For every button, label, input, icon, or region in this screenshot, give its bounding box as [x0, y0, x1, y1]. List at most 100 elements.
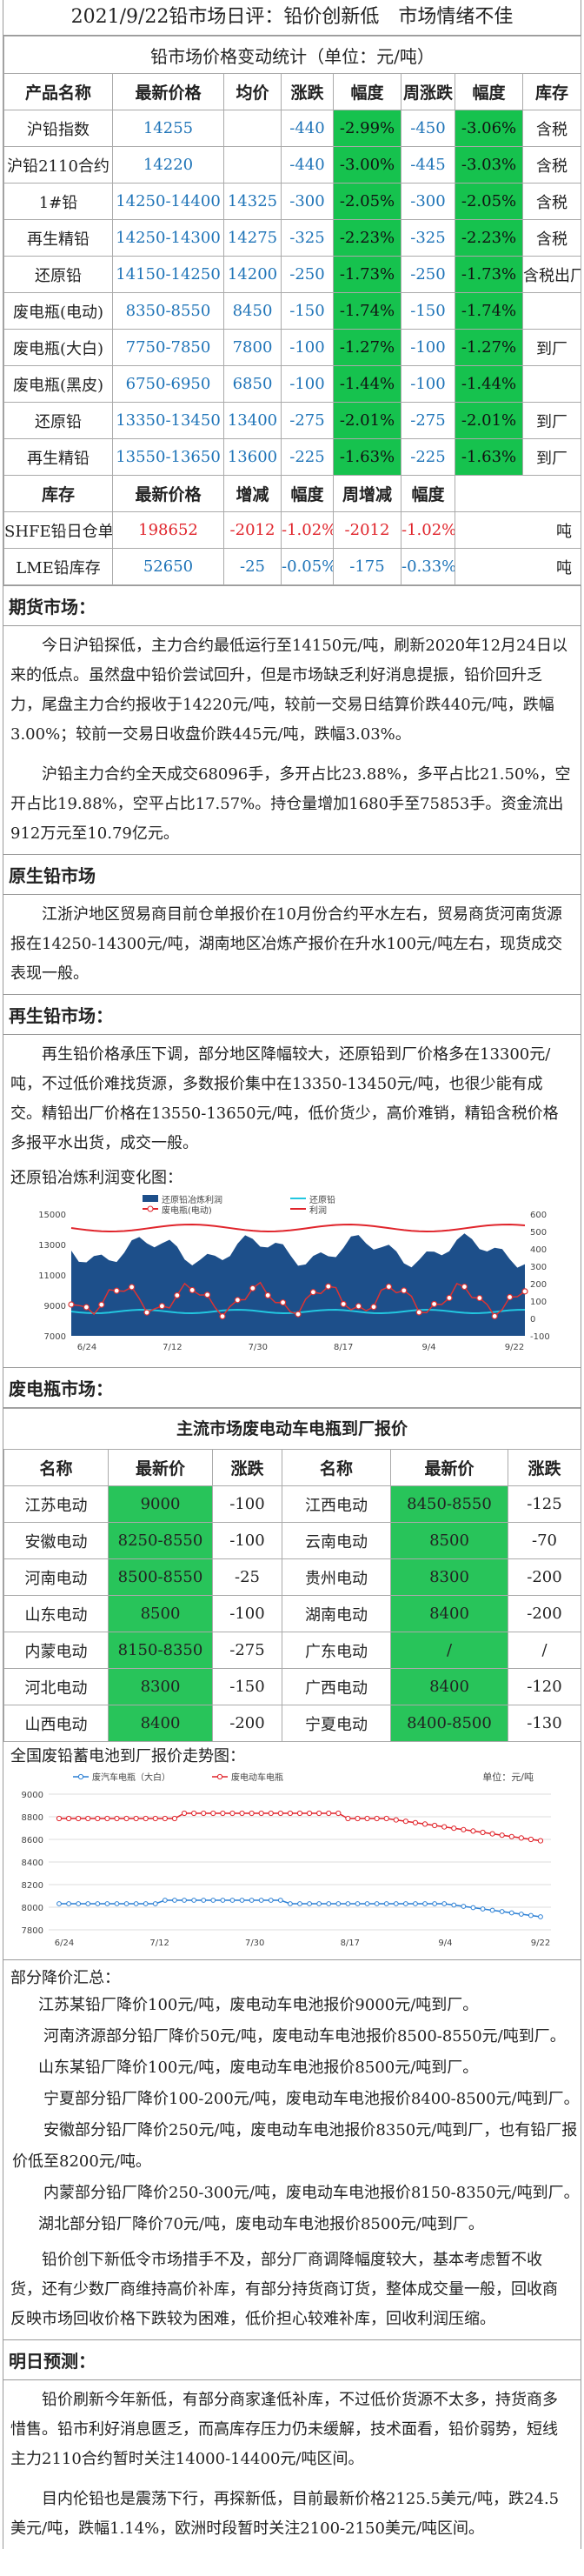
week-change-percent: -1.63%: [455, 438, 523, 476]
recycled-section-title: 再生铅市场：: [3, 994, 581, 1035]
y-left-tick: 13000: [38, 1241, 66, 1251]
profit-point: [446, 1294, 453, 1301]
market-change: -200: [508, 1595, 581, 1632]
car-battery-point: [393, 1901, 399, 1906]
ev-battery-point: [432, 1822, 438, 1829]
x-tick: 6/24: [55, 1939, 74, 1948]
note: 到厂: [522, 329, 581, 366]
car-battery-point: [316, 1901, 322, 1906]
inventory-row: SHFE铅日仓单 198652 -2012 -1.02% -2012 -1.02% 吨: [3, 511, 581, 549]
ev-battery-point: [76, 1815, 82, 1822]
price-row: 废电瓶(黑皮) 6750-6950 6850 -100 -1.44% -100 -1.44%: [3, 365, 581, 403]
week-change-percent: -1.44%: [455, 365, 523, 403]
ev-battery-point: [345, 1815, 351, 1822]
x-tick: 7/12: [149, 1939, 169, 1948]
chart-unit: 单位：元/吨: [482, 1771, 534, 1783]
ev-battery-point: [210, 1810, 216, 1817]
ev-battery-point: [335, 1810, 342, 1817]
ev-battery-point: [402, 1819, 408, 1825]
change-percent: -3.00%: [333, 146, 402, 184]
week-change: -325: [401, 219, 455, 257]
profit-point: [143, 1309, 150, 1316]
ev-battery-point: [287, 1810, 294, 1817]
cut-item: 江苏某铅厂降价100元/吨，废电动车电池报价9000元/吨到厂。: [38, 1996, 479, 2014]
ev-battery-point: [277, 1810, 283, 1817]
market-change: -120: [508, 1668, 581, 1705]
cut-item: 山东某铅厂降价100元/吨，废电动车电池报价8500元/吨到厂。: [38, 2059, 479, 2077]
ev-battery-point: [133, 1815, 139, 1822]
ev-battery-point: [65, 1815, 72, 1822]
market-price: 8400: [390, 1668, 508, 1705]
ev-battery-point: [412, 1819, 419, 1825]
market-price: 8300: [390, 1558, 508, 1596]
scrap-row: 河南电动 8500-8550 -25 贵州电动 8300 -200: [3, 1558, 581, 1596]
car-battery-point: [258, 1898, 264, 1903]
car-battery-point: [162, 1898, 168, 1903]
price-row: 还原铅 13350-13450 13400 -275 -2.01% -275 -2.01% 到…: [3, 402, 581, 439]
scrap-row: 江苏电动 9000 -100 江西电动 8450-8550 -125: [3, 1485, 581, 1523]
ev-battery-point: [249, 1810, 255, 1817]
cut-item: 安徽部分铅厂降价250元/吨，废电动车电池报价8350元/吨到厂，也有铅厂报价低…: [12, 2121, 578, 2171]
y-tick: 8000: [22, 1904, 43, 1913]
futures-section-title: 期货市场：: [3, 585, 581, 626]
market-name: 云南电动: [282, 1522, 391, 1559]
y-tick: 8400: [22, 1859, 43, 1868]
product-name: 废电瓶(大白): [3, 329, 113, 366]
market-price: 8500-8550: [108, 1558, 213, 1596]
car-battery-point: [210, 1898, 216, 1903]
column-header: 幅度: [333, 73, 402, 110]
car-battery-point: [123, 1901, 129, 1906]
profit-point: [309, 1289, 316, 1296]
scrap-table: 名称 最新价 涨跌 名称 最新价 涨跌 江苏电动 9000 -100 江西电动 8450-8550…: [3, 1449, 581, 1742]
inventory-header: [455, 475, 581, 512]
market-change: -150: [212, 1668, 282, 1705]
product-name: 废电瓶(电动): [3, 292, 113, 330]
week-change-percent: -1.74%: [455, 292, 523, 330]
car-battery-point: [432, 1901, 438, 1906]
market-name: 河北电动: [3, 1668, 109, 1705]
market-change: /: [508, 1632, 581, 1669]
market-price: 8450-8550: [390, 1485, 508, 1523]
car-battery-point: [364, 1901, 370, 1906]
car-battery-point: [249, 1898, 255, 1903]
scrap-row: 安徽电动 8250-8550 -100 云南电动 8500 -70: [3, 1522, 581, 1559]
inventory-header: 幅度: [401, 475, 455, 512]
car-battery-point: [451, 1902, 457, 1908]
car-battery-point: [326, 1901, 332, 1906]
ev-battery-point: [152, 1815, 158, 1822]
ev-battery-point: [518, 1835, 524, 1841]
y-tick: 7800: [22, 1926, 43, 1936]
legend-label: 废电瓶(电动): [162, 1205, 212, 1216]
x-tick: 9/4: [438, 1939, 452, 1948]
profit-point: [98, 1301, 105, 1308]
ev-battery-point: [528, 1836, 534, 1843]
price-row: 沪铅2110合约 14220 -440 -3.00% -445 -3.03% 含税: [3, 146, 581, 184]
change: -440: [281, 146, 334, 184]
ev-battery-point: [508, 1833, 514, 1839]
product-name: 废电瓶(黑皮): [3, 365, 113, 403]
profit-point: [461, 1283, 468, 1291]
note: 含税出厂: [522, 256, 581, 293]
profit-point: [521, 1288, 528, 1295]
change: -150: [281, 292, 334, 330]
car-battery-point: [345, 1901, 351, 1906]
car-battery-point: [441, 1901, 448, 1906]
profit-point: [280, 1299, 287, 1306]
profit-point: [129, 1284, 136, 1291]
y-right-tick: -100: [530, 1332, 550, 1342]
market-name: 贵州电动: [282, 1558, 391, 1596]
week-change: -445: [401, 146, 455, 184]
car-battery-point: [538, 1914, 543, 1919]
profit-point: [158, 1303, 165, 1310]
ev-battery-point: [461, 1826, 467, 1832]
market-change: -25: [212, 1558, 282, 1596]
legend-label: 利润: [309, 1205, 327, 1216]
column-header: 最新价格: [112, 73, 224, 110]
car-battery-point: [461, 1904, 467, 1909]
car-battery-point: [518, 1912, 524, 1917]
y-right-tick: 0: [530, 1315, 535, 1325]
car-battery-point: [133, 1901, 139, 1906]
x-tick: 7/30: [249, 1343, 268, 1352]
cut-item: 湖北部分铅厂降价70元/吨，废电动车电池报价8500元/吨到厂。: [38, 2215, 484, 2233]
market-change: -200: [212, 1705, 282, 1742]
